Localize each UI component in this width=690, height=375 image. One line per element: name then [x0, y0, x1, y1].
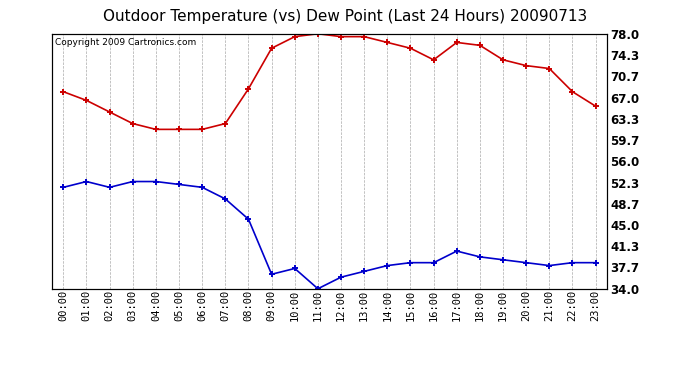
Text: Copyright 2009 Cartronics.com: Copyright 2009 Cartronics.com: [55, 38, 196, 46]
Text: Outdoor Temperature (vs) Dew Point (Last 24 Hours) 20090713: Outdoor Temperature (vs) Dew Point (Last…: [103, 9, 587, 24]
